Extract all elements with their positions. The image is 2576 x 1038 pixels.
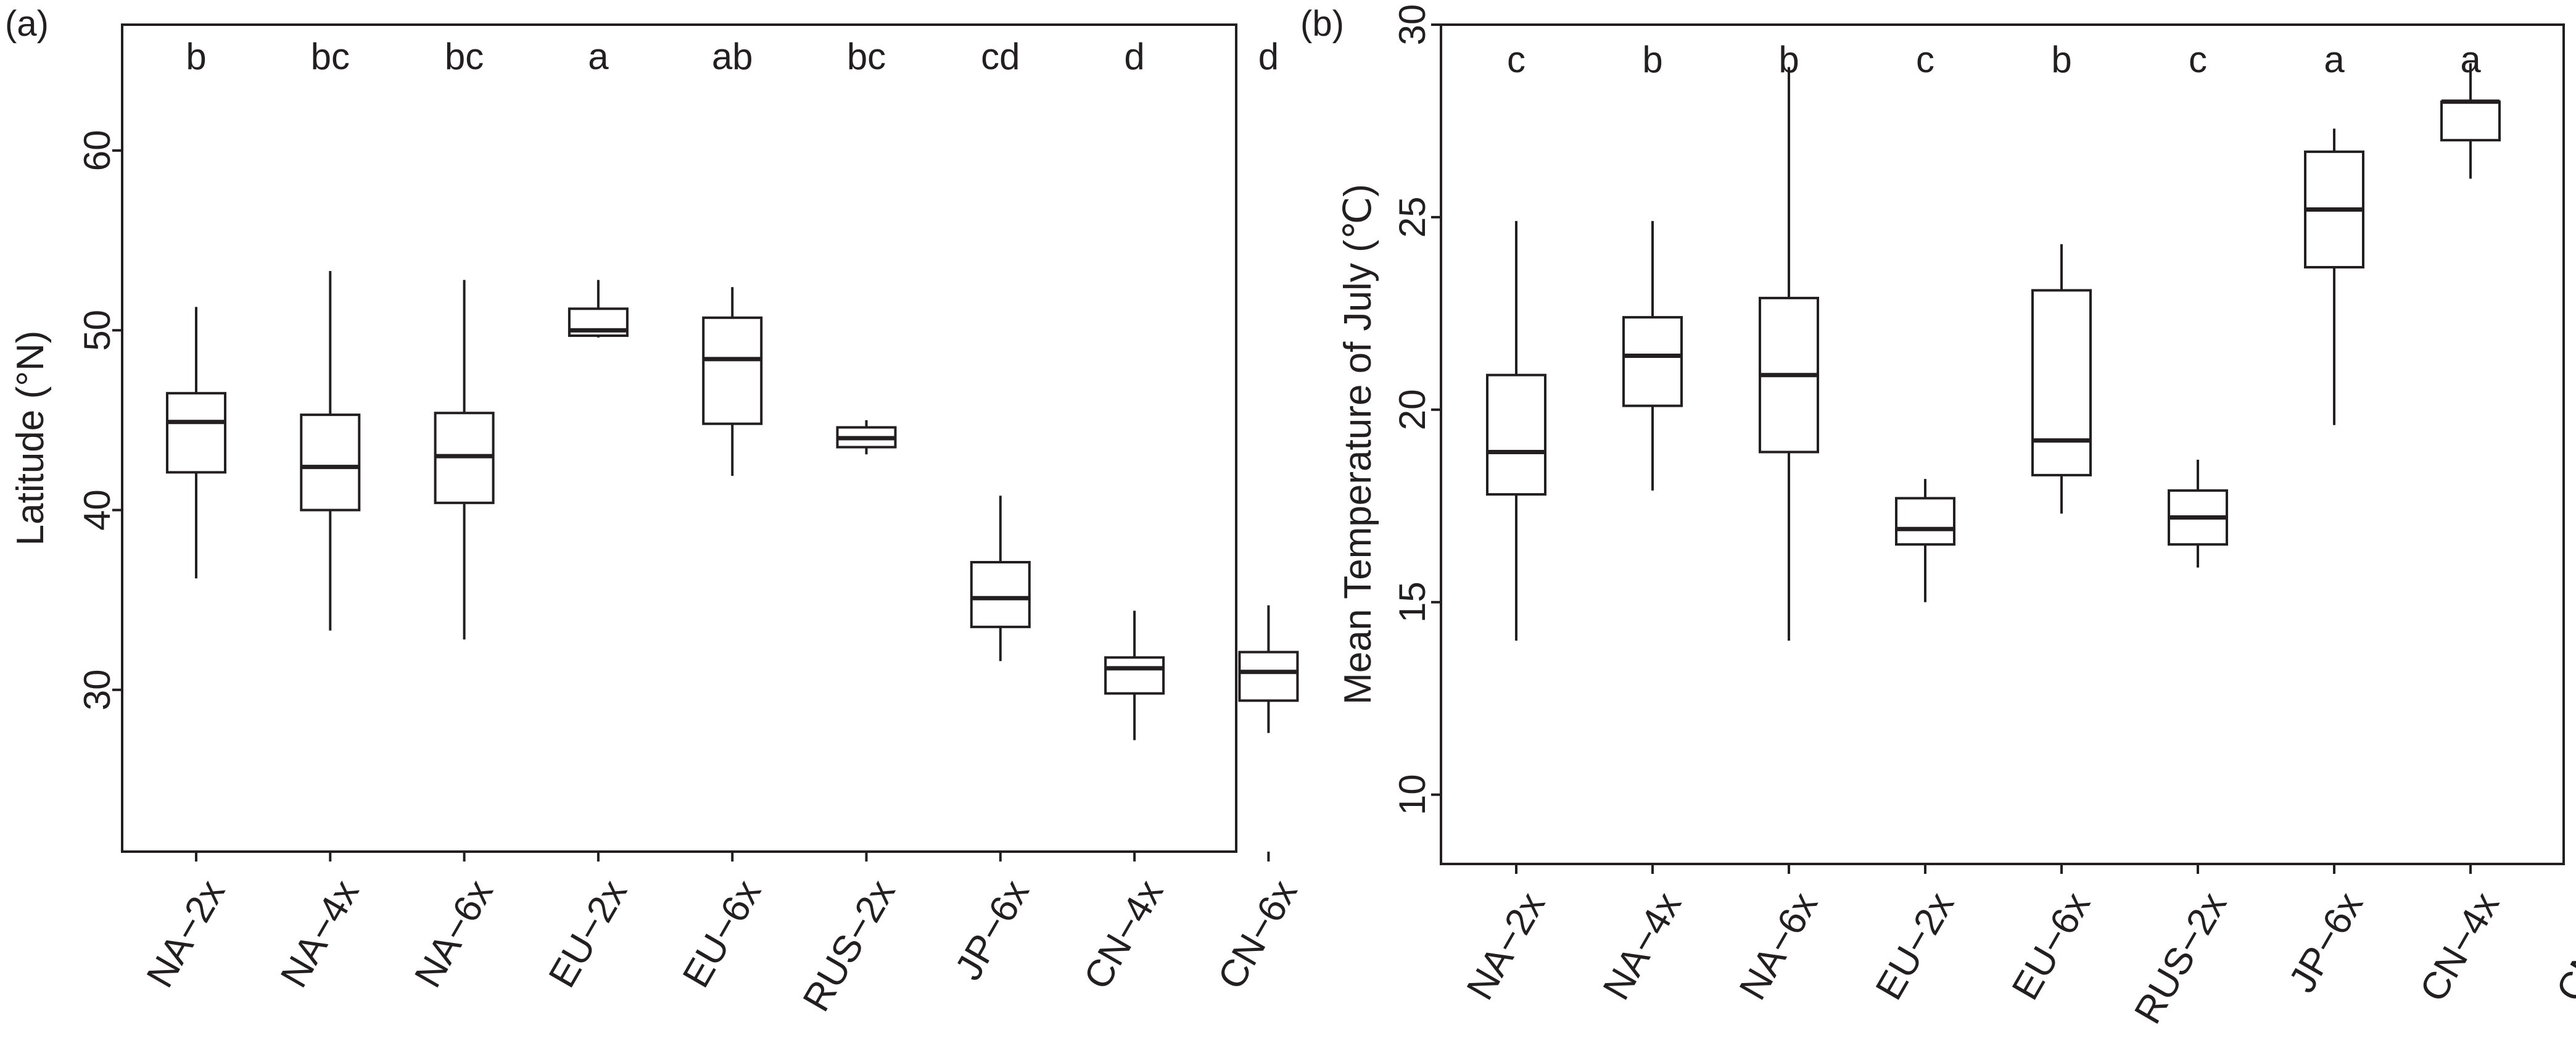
box-iqr	[1486, 373, 1546, 496]
significance-letter: d	[1124, 36, 1144, 77]
x-category-label: JP−6x	[2281, 886, 2371, 1000]
x-category-label: NA−6x	[407, 873, 502, 995]
significance-letter: c	[1916, 39, 1934, 80]
significance-letter: a	[588, 36, 609, 77]
x-category-label: NA−4x	[273, 873, 368, 995]
panel-label: (a)	[5, 4, 49, 44]
x-category-label: CN−6x	[2548, 886, 2576, 1009]
plot-frame	[121, 23, 1237, 853]
box-iqr	[1238, 650, 1299, 702]
significance-letter: ab	[712, 36, 753, 77]
x-category-label: CN−4x	[2412, 886, 2508, 1009]
significance-letter: bc	[311, 36, 350, 77]
y-tick-label: 15	[1392, 581, 1433, 623]
significance-letter: b	[1642, 39, 1662, 80]
x-category-label: EU−2x	[1868, 886, 1963, 1007]
panel-label: (b)	[1300, 4, 1344, 44]
y-axis-title: Mean Temperature of July (℃)	[1337, 184, 1379, 705]
x-category-label: NA−2x	[1459, 886, 1554, 1007]
panel-b-july-temperature: (b) Mean Temperature of July (℃) 10 15 20 25 3…	[1300, 4, 2576, 1031]
box-iqr	[970, 561, 1031, 628]
box-iqr	[1622, 316, 1683, 407]
plot-frame	[1440, 23, 2565, 865]
x-category-label: NA−2x	[139, 873, 234, 995]
significance-letter: a	[2324, 39, 2345, 80]
box-iqr	[2031, 289, 2092, 476]
significance-letter: b	[186, 36, 206, 77]
x-category-label: NA−4x	[1595, 886, 1690, 1007]
y-axis-title: Latitude (°N)	[9, 331, 52, 546]
significance-letter: bc	[847, 36, 886, 77]
x-category-label: RUS−2x	[795, 873, 904, 1019]
x-category-label: EU−6x	[675, 873, 770, 995]
y-tick-label: 10	[1392, 774, 1433, 815]
significance-letter: c	[1507, 39, 1525, 80]
x-category-label: NA−6x	[1732, 886, 1827, 1007]
significance-letter: cd	[981, 36, 1020, 77]
y-tick-label: 40	[76, 489, 118, 531]
significance-letter: bc	[445, 36, 484, 77]
x-category-label: EU−6x	[2004, 886, 2099, 1007]
y-tick-label: 25	[1392, 197, 1433, 238]
panel-a-latitude: (a) Latitude (°N) 30 40 50 60 NA−2x b NA−4x bc NA−…	[5, 4, 1306, 1018]
x-category-label: EU−2x	[540, 873, 635, 995]
x-category-label: JP−6x	[947, 873, 1038, 987]
significance-letter: c	[2189, 39, 2207, 80]
y-tick-label: 30	[1392, 4, 1433, 46]
box-iqr	[1104, 656, 1165, 695]
x-category-label: RUS−2x	[2126, 886, 2235, 1031]
y-tick-label: 30	[76, 669, 118, 710]
x-category-label: CN−6x	[1210, 873, 1305, 997]
box-iqr	[300, 413, 361, 512]
significance-letter: d	[1258, 36, 1279, 77]
significance-letter: b	[2051, 39, 2071, 80]
box-iqr	[166, 392, 226, 474]
x-category-label: CN−4x	[1076, 873, 1171, 997]
box-iqr	[1895, 497, 1955, 546]
y-tick-label: 60	[76, 130, 118, 172]
y-tick-label: 20	[1392, 389, 1433, 430]
box-iqr	[702, 316, 763, 425]
y-tick-label: 50	[76, 310, 118, 351]
box-iqr	[2440, 100, 2501, 142]
